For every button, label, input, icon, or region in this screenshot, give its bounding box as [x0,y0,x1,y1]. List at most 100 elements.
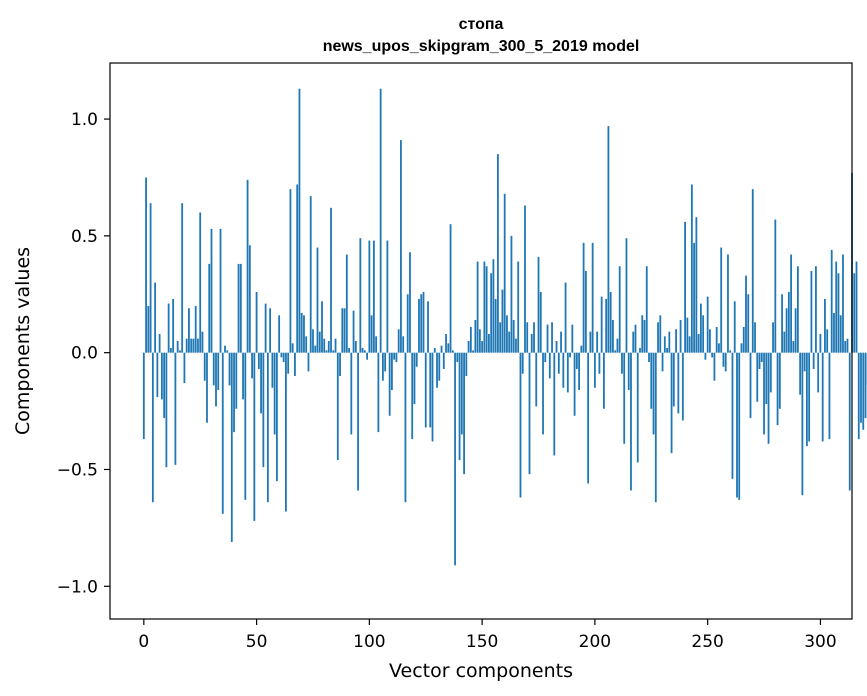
bar [510,235,513,353]
bar [661,352,664,372]
bar [282,352,285,363]
bar [792,341,795,353]
bar [463,352,465,475]
bar [578,352,580,391]
bar [751,189,754,353]
bar [145,177,147,353]
bar [839,315,842,353]
bar [411,352,414,440]
bar [248,245,251,353]
bar [720,247,723,353]
bar [596,331,599,353]
bar [334,338,337,353]
bar [857,352,860,440]
bar [391,352,393,391]
bar [715,326,718,353]
bar [623,352,626,444]
bar [724,352,727,372]
bar [862,352,865,430]
bar [242,352,244,400]
plot-frame [109,62,853,620]
bar [681,352,684,421]
bar [194,305,197,353]
bar [575,352,578,370]
bar [524,205,526,353]
bar [632,331,635,353]
bar [372,240,375,353]
bar [149,203,152,353]
bar [303,315,305,353]
bar [478,329,481,353]
bar [645,266,648,353]
bar [280,352,283,358]
bar [754,322,756,353]
bar [778,352,781,409]
bar [805,352,808,447]
bar [508,331,511,353]
bar [551,322,553,353]
bar [796,266,799,353]
bar [790,254,792,353]
bar [499,322,502,353]
bar [517,261,520,353]
bar [420,294,423,353]
y-tick-label: −1.0 [57,577,98,597]
bar [228,352,231,386]
bar [801,352,804,496]
bar [314,345,317,353]
bar [560,331,562,353]
bar [336,352,339,461]
bar [472,350,474,353]
bar [404,352,407,503]
bar [366,352,368,360]
bar [584,270,587,353]
bar [803,352,806,372]
bar [557,352,560,374]
bar [713,352,716,381]
bar [212,352,215,386]
bar [339,352,341,377]
bar [458,352,461,461]
bar [630,352,632,491]
bar [774,219,777,353]
bar [255,291,258,353]
bar [433,348,436,353]
bar [456,352,459,363]
bar [163,352,166,419]
bar [650,352,653,409]
bar [239,263,242,353]
bar [395,352,398,363]
bar [370,315,373,353]
bar [305,336,308,353]
bar [819,333,822,353]
bar [208,263,211,353]
bar [729,350,732,353]
bar [375,336,378,353]
bar [361,348,364,353]
bar [377,352,380,433]
bar [260,352,262,414]
bar [711,352,714,358]
bar [566,352,569,393]
bar [546,324,549,353]
bar [172,298,175,353]
bar [675,329,677,353]
bar [440,345,443,353]
bar [413,352,416,405]
bar [544,352,547,363]
bar [330,207,332,353]
bar [386,240,389,353]
bar [835,261,838,353]
bar [294,352,296,377]
bar [230,352,233,542]
bar [273,352,276,435]
bar [812,352,815,370]
bar [251,352,253,379]
bar [672,352,675,407]
bar [181,203,184,353]
bar [201,331,204,353]
bar [537,256,540,353]
bar [291,343,294,353]
bar [197,338,199,353]
bar [864,352,867,419]
